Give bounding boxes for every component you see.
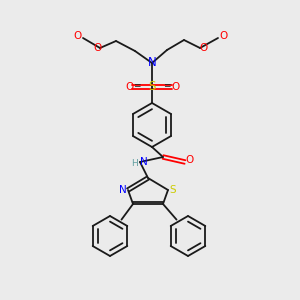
Text: O: O bbox=[199, 43, 207, 53]
Text: O: O bbox=[185, 155, 193, 165]
Text: S: S bbox=[170, 185, 176, 195]
Text: H: H bbox=[132, 160, 138, 169]
Text: O: O bbox=[171, 82, 179, 92]
Text: O: O bbox=[73, 31, 81, 41]
Text: N: N bbox=[140, 157, 148, 167]
Text: O: O bbox=[125, 82, 133, 92]
Text: S: S bbox=[148, 80, 156, 94]
Text: N: N bbox=[119, 185, 127, 195]
Text: N: N bbox=[148, 56, 156, 70]
Text: O: O bbox=[93, 43, 101, 53]
Text: O: O bbox=[220, 31, 228, 41]
Text: =: = bbox=[163, 82, 171, 91]
Text: =: = bbox=[133, 82, 141, 91]
